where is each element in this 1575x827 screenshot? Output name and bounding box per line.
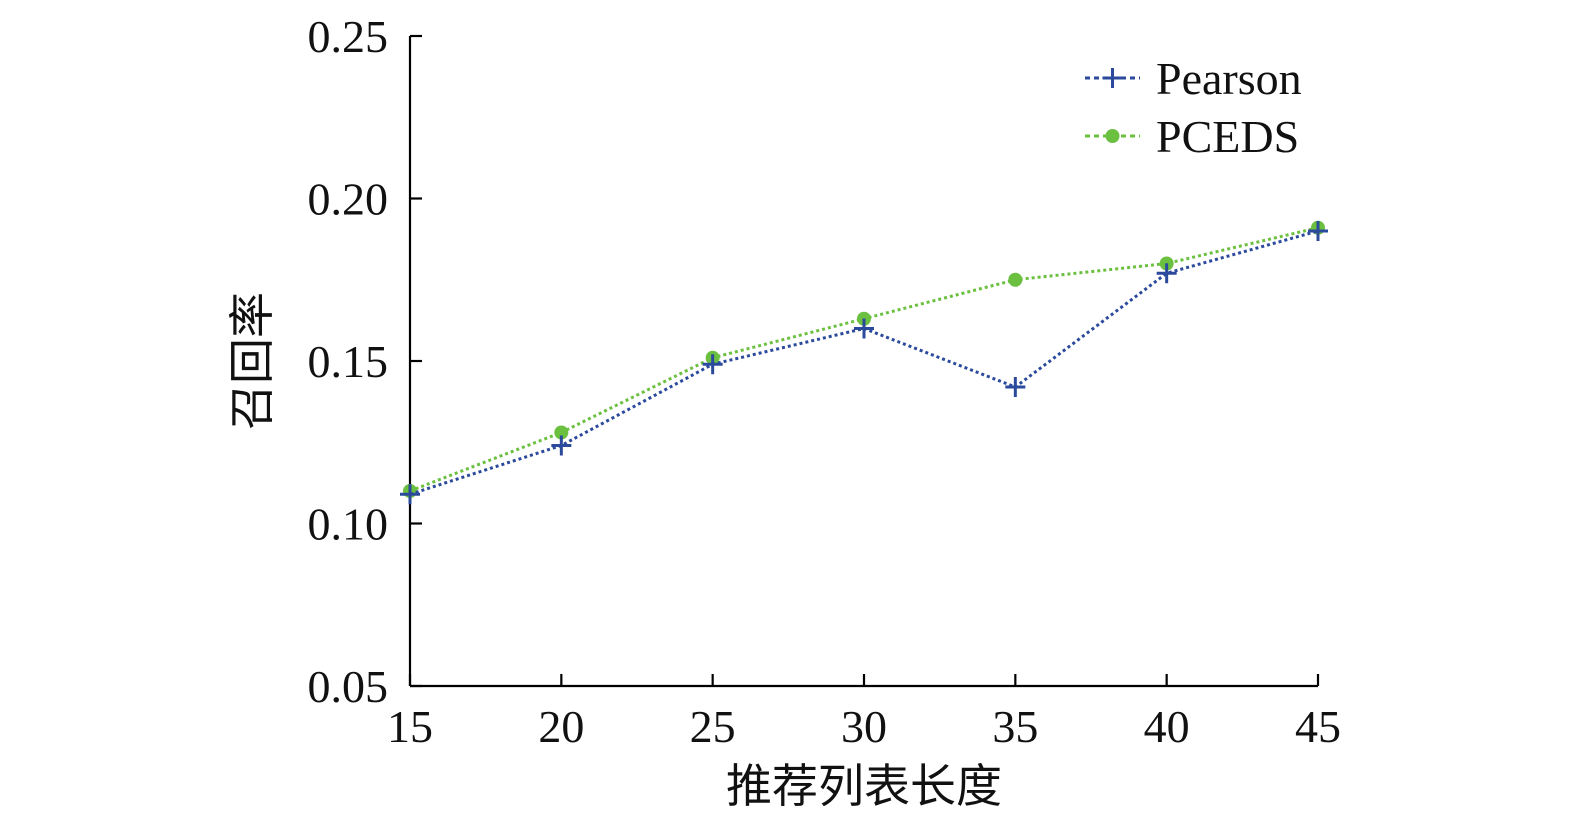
legend-label: PCEDS xyxy=(1156,111,1299,162)
x-tick-label: 25 xyxy=(690,701,736,752)
y-axis-title: 召回率 xyxy=(225,292,279,430)
x-tick-label: 20 xyxy=(538,701,584,752)
data-point-pearson xyxy=(854,318,874,339)
legend-item-pearson: Pearson xyxy=(1085,53,1302,104)
data-point-pearson xyxy=(1156,263,1177,284)
data-point-pearson xyxy=(400,484,420,505)
x-tick-label: 15 xyxy=(387,701,433,752)
legend-item-pceds: PCEDS xyxy=(1085,111,1299,162)
y-tick-label: 0.25 xyxy=(308,11,389,62)
legend-marker xyxy=(1105,129,1120,143)
series-pceds xyxy=(403,220,1325,498)
data-point-pceds xyxy=(554,425,569,440)
data-point-pearson xyxy=(1308,221,1328,241)
x-tick-label: 45 xyxy=(1295,701,1341,752)
series-layer xyxy=(400,220,1328,505)
y-tick-label: 0.15 xyxy=(308,336,389,387)
legend-marker xyxy=(1102,68,1123,88)
data-point-pearson xyxy=(1005,377,1026,397)
series-line-pearson xyxy=(409,229,1319,496)
x-axis-title: 推荐列表长度 xyxy=(726,759,1002,813)
axes: 0.05 0.10 0.15 0.20 0.25 15 20 25 30 35 40 45 xyxy=(308,11,1342,752)
y-tick-label: 0.10 xyxy=(308,499,389,550)
x-tick-label: 30 xyxy=(841,701,887,752)
data-point-pceds xyxy=(1008,272,1023,287)
y-tick-label: 0.20 xyxy=(308,174,389,225)
series-pearson xyxy=(400,221,1328,505)
data-point-pearson xyxy=(551,435,572,456)
data-point-pearson xyxy=(702,354,723,375)
x-tick-label: 40 xyxy=(1144,701,1190,752)
y-tick-label: 0.05 xyxy=(308,661,389,712)
x-tick-label: 35 xyxy=(992,701,1038,752)
legend-label: Pearson xyxy=(1156,53,1302,104)
series-line-pceds xyxy=(409,226,1319,493)
legend: Pearson PCEDS xyxy=(1085,53,1302,162)
